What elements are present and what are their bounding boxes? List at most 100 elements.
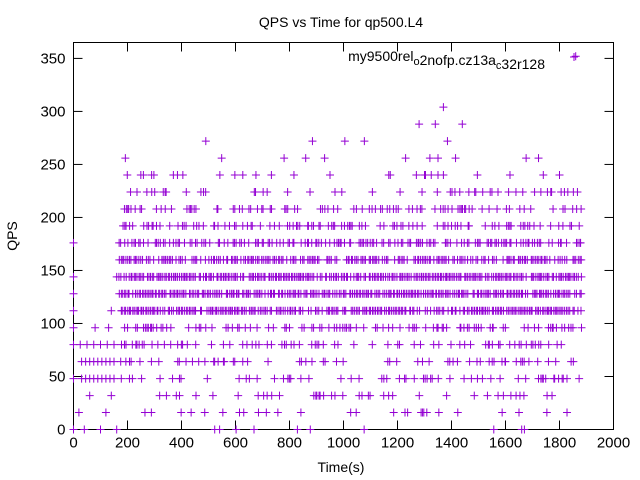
- series-point: [518, 187, 527, 196]
- x-tick-label: 1400: [435, 435, 468, 452]
- x-tick-label: 1800: [543, 435, 576, 452]
- series-point: [451, 154, 460, 163]
- series-point: [439, 171, 448, 180]
- series-point: [166, 340, 175, 349]
- series-point: [69, 238, 78, 247]
- series-point: [339, 357, 348, 366]
- series-point: [388, 323, 397, 332]
- series-point: [439, 103, 448, 112]
- series-point: [104, 323, 113, 332]
- series-point: [319, 391, 328, 400]
- series-point: [485, 204, 494, 213]
- y-tick-label: 150: [40, 262, 65, 279]
- series-point: [267, 204, 276, 213]
- series-point: [213, 204, 222, 213]
- series-point: [442, 323, 451, 332]
- series-point: [524, 357, 533, 366]
- series-point: [333, 204, 342, 213]
- series-point: [201, 137, 210, 146]
- series-point: [522, 154, 531, 163]
- series-point: [575, 221, 584, 230]
- series-point: [577, 272, 586, 281]
- series-point: [434, 340, 443, 349]
- x-tick-label: 800: [277, 435, 302, 452]
- series-point: [270, 374, 279, 383]
- series-point: [515, 408, 523, 417]
- series-point: [349, 340, 358, 349]
- series-point: [253, 323, 262, 332]
- series-point: [166, 323, 175, 332]
- series-point: [478, 187, 487, 196]
- series-point: [127, 357, 136, 366]
- series-point: [548, 391, 557, 400]
- series-point: [246, 323, 255, 332]
- series-point: [421, 323, 430, 332]
- series-point: [544, 340, 553, 349]
- series-point: [296, 408, 305, 417]
- series-point: [562, 238, 571, 247]
- series-point: [239, 408, 248, 417]
- series-point: [359, 323, 368, 332]
- series-point: [269, 323, 278, 332]
- series-point: [147, 408, 156, 417]
- series-point: [283, 187, 292, 196]
- series-point: [476, 357, 485, 366]
- series-point: [337, 187, 346, 196]
- y-tick-label: 50: [49, 368, 66, 385]
- series-point: [69, 272, 78, 281]
- series-point: [425, 154, 434, 163]
- series-point: [201, 187, 210, 196]
- series-point: [230, 357, 239, 366]
- y-ticks: 0 50 100 150 200 250 300 350: [40, 50, 614, 439]
- series-point: [434, 408, 443, 417]
- series-point: [220, 357, 229, 366]
- series-point: [456, 221, 465, 230]
- series-point: [76, 340, 85, 349]
- series-point: [289, 171, 298, 180]
- series-point: [361, 221, 370, 230]
- series-marks: [69, 52, 586, 434]
- series-point: [403, 255, 412, 264]
- series-point: [165, 221, 174, 230]
- series-point: [267, 391, 276, 400]
- series-point: [306, 187, 315, 196]
- series-point: [256, 221, 265, 230]
- series-point: [383, 255, 392, 264]
- series-point: [546, 221, 555, 230]
- series-point: [415, 391, 424, 400]
- series-point: [577, 204, 586, 213]
- series-point: [218, 408, 227, 417]
- series-point: [285, 323, 294, 332]
- x-tick-label: 2000: [597, 435, 630, 452]
- series-point: [319, 340, 328, 349]
- series-point: [498, 408, 507, 417]
- series-point: [215, 171, 224, 180]
- series-point: [453, 408, 462, 417]
- series-point: [395, 323, 404, 332]
- series-point: [191, 340, 200, 349]
- series-point: [460, 374, 469, 383]
- series-point: [366, 391, 375, 400]
- series-point: [360, 137, 369, 146]
- series-point: [383, 340, 392, 349]
- x-tick-label: 1200: [381, 435, 414, 452]
- series-point: [333, 340, 342, 349]
- series-point: [259, 204, 268, 213]
- series-point: [501, 323, 510, 332]
- series-point: [162, 391, 171, 400]
- x-tick-label: 1000: [327, 435, 360, 452]
- series-point: [386, 171, 395, 180]
- series-point: [316, 221, 325, 230]
- series-point: [74, 408, 83, 417]
- series-point: [485, 340, 494, 349]
- series-point: [431, 120, 440, 129]
- series-point: [507, 221, 516, 230]
- series-point: [536, 221, 545, 230]
- series-point: [346, 238, 355, 247]
- x-tick-label: 200: [115, 435, 140, 452]
- series-point: [135, 357, 144, 366]
- series-point: [338, 391, 347, 400]
- series-point: [494, 221, 503, 230]
- series-point: [144, 238, 153, 247]
